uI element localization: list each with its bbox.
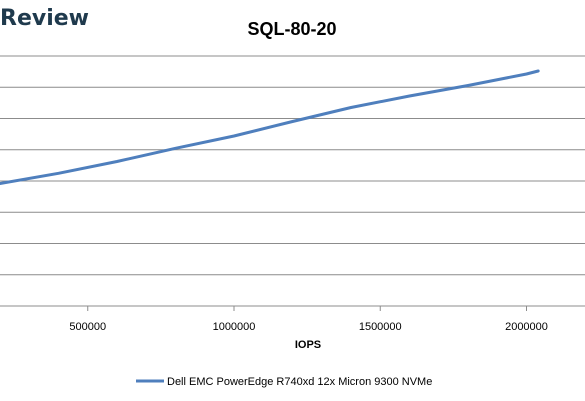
- legend-label: Dell EMC PowerEdge R740xd 12x Micron 930…: [167, 376, 432, 388]
- chart-title: SQL-80-20: [247, 19, 336, 39]
- x-tick-label: 2000000: [505, 321, 548, 333]
- brand-wordmark: Review: [0, 6, 89, 31]
- x-tick-label: 1000000: [213, 321, 256, 333]
- series-line: [0, 69, 540, 185]
- x-axis-ticks: 500000 1000000 1500000 2000000: [69, 306, 548, 333]
- plot-series: [0, 69, 540, 185]
- x-tick-label: 1500000: [359, 321, 402, 333]
- x-axis-title: IOPS: [295, 339, 321, 351]
- legend: Dell EMC PowerEdge R740xd 12x Micron 930…: [136, 376, 432, 388]
- x-tick-label: 500000: [69, 321, 106, 333]
- gridlines: [0, 55, 585, 307]
